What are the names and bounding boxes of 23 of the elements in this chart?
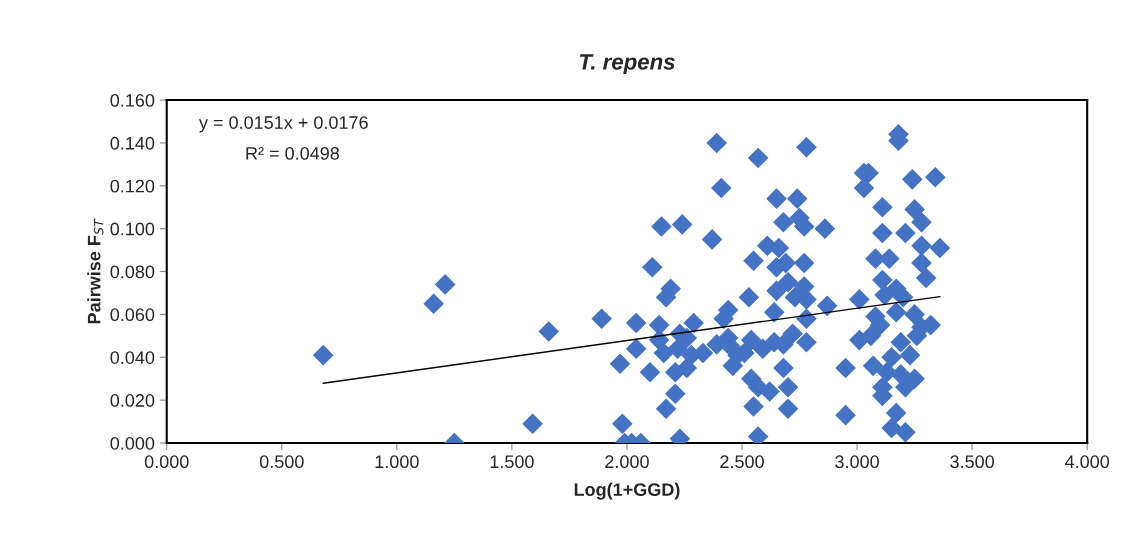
y-tick-label: 0.020 <box>110 394 155 407</box>
y-tick-label: 0.160 <box>110 94 155 107</box>
y-tick-label: 0.080 <box>110 265 155 279</box>
x-axis-title: Log(1+GGD) <box>574 482 680 500</box>
y-tick-label: 0.060 <box>110 308 155 322</box>
x-tick-label: 2.500 <box>720 455 764 469</box>
x-tick-label: 2.000 <box>605 455 649 469</box>
annotation: y = 0.0151x + 0.0176 <box>198 116 368 133</box>
x-tick-label: 3.500 <box>950 455 995 469</box>
y-tick-label: 0.140 <box>110 136 155 150</box>
x-tick-label: 4.000 <box>1065 455 1110 469</box>
x-tick-label: 0.000 <box>144 455 189 469</box>
y-tick-label: 0.100 <box>110 222 155 236</box>
y-tick-label: 0.120 <box>110 179 155 193</box>
y-axis-title: Pairwise F$_{ST}$ <box>87 218 104 324</box>
x-tick-label: 1.000 <box>375 455 419 469</box>
y-tick-label: 0.000 <box>110 436 155 450</box>
chart-title: T. repens <box>579 54 675 75</box>
x-tick-label: 3.000 <box>835 455 879 469</box>
y-tick-label: 0.040 <box>110 351 155 364</box>
annotation: R² = 0.0498 <box>246 146 340 160</box>
x-tick-label: 0.500 <box>259 455 304 469</box>
x-tick-label: 1.500 <box>490 455 534 469</box>
